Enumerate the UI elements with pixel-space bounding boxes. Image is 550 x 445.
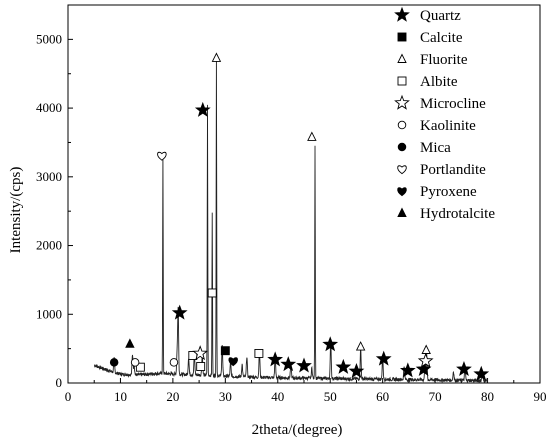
phase-marker-heart-filled: [228, 357, 238, 367]
legend-marker-circle-filled: [397, 142, 407, 152]
legend-marker-circle-open: [397, 120, 407, 130]
legend-label: Portlandite: [420, 162, 486, 178]
phase-marker-square-filled: [220, 346, 230, 356]
phase-marker-square-open: [207, 288, 217, 298]
x-tick-label: 50: [324, 389, 337, 404]
legend-marker-triangle-filled: [397, 207, 407, 217]
phase-marker-star-filled: [171, 304, 188, 320]
legend: Quartz Calcite Fluorite Albite Microcline Kao…: [394, 6, 495, 222]
legend-label: Quartz: [420, 8, 461, 24]
legend-marker-star-open: [394, 94, 410, 110]
y-tick-label: 3000: [36, 169, 62, 184]
legend-label: Mica: [420, 140, 451, 156]
legend-marker-triangle-open: [397, 53, 407, 63]
phase-marker-star-filled: [375, 350, 392, 366]
phase-marker-circle-open: [130, 358, 140, 367]
phase-marker-star-open: [417, 352, 434, 368]
phase-marker-square-open: [196, 362, 206, 371]
phase-marker-star-filled: [456, 360, 472, 376]
y-tick-label: 1000: [36, 306, 62, 321]
peak-markers: [109, 52, 490, 381]
phase-marker-star-filled: [335, 358, 352, 374]
x-tick-label: 0: [65, 389, 72, 404]
phase-marker-star-filled: [473, 365, 490, 381]
phase-marker-triangle-open: [211, 52, 222, 62]
y-tick-label: 2000: [36, 238, 62, 253]
phase-marker-star-filled: [322, 336, 339, 352]
phase-marker-circle-filled: [109, 358, 119, 367]
phase-marker-star-filled: [415, 360, 432, 376]
x-axis-label: 2theta/(degree): [252, 422, 343, 438]
legend-label: Albite: [420, 74, 458, 90]
x-tick-label: 20: [166, 389, 179, 404]
phase-marker-star-open: [192, 345, 209, 361]
phase-marker-heart-open: [157, 151, 167, 161]
y-axis-label: Intensity/(cps): [8, 167, 24, 254]
phase-marker-star-filled: [280, 356, 297, 372]
legend-label: Microcline: [420, 96, 486, 112]
phase-marker-star-filled: [348, 363, 365, 379]
phase-marker-star-filled: [296, 357, 312, 373]
y-tick-label: 5000: [36, 31, 62, 46]
phase-marker-circle-open: [169, 358, 179, 367]
phase-marker-triangle-open: [421, 344, 431, 354]
legend-label: Hydrotalcite: [420, 206, 495, 222]
legend-label: Pyroxene: [420, 184, 477, 200]
legend-label: Kaolinite: [420, 118, 476, 134]
phase-marker-star-filled: [194, 101, 211, 117]
phase-marker-triangle-open: [307, 131, 317, 141]
legend-label: Fluorite: [420, 52, 468, 68]
x-tick-label: 70: [429, 389, 442, 404]
y-tick-label: 0: [56, 375, 63, 390]
plot-axes: 0 10 20 30 40 50 60 70 80 90 0 1000 2000 3000 4000 5000: [36, 4, 547, 404]
phase-marker-triangle-filled: [125, 338, 135, 348]
phase-marker-star-filled: [267, 351, 284, 367]
x-tick-label: 30: [219, 389, 232, 404]
phase-marker-star-filled: [399, 362, 416, 378]
legend-marker-square-filled: [397, 32, 407, 42]
x-tick-label: 60: [376, 389, 389, 404]
y-tick-label: 4000: [36, 100, 62, 115]
legend-label: Calcite: [420, 30, 463, 46]
x-tick-label: 40: [271, 389, 284, 404]
x-tick-label: 90: [534, 389, 547, 404]
legend-marker-star-filled: [394, 6, 410, 22]
legend-marker-square-open: [397, 76, 407, 86]
x-tick-label: 10: [114, 389, 127, 404]
legend-marker-heart-open: [397, 165, 407, 175]
phase-marker-square-open: [254, 348, 264, 358]
legend-marker-heart-filled: [397, 187, 407, 197]
phase-marker-triangle-open: [355, 341, 366, 351]
phase-marker-square-open: [135, 362, 145, 372]
x-tick-label: 80: [481, 389, 494, 404]
